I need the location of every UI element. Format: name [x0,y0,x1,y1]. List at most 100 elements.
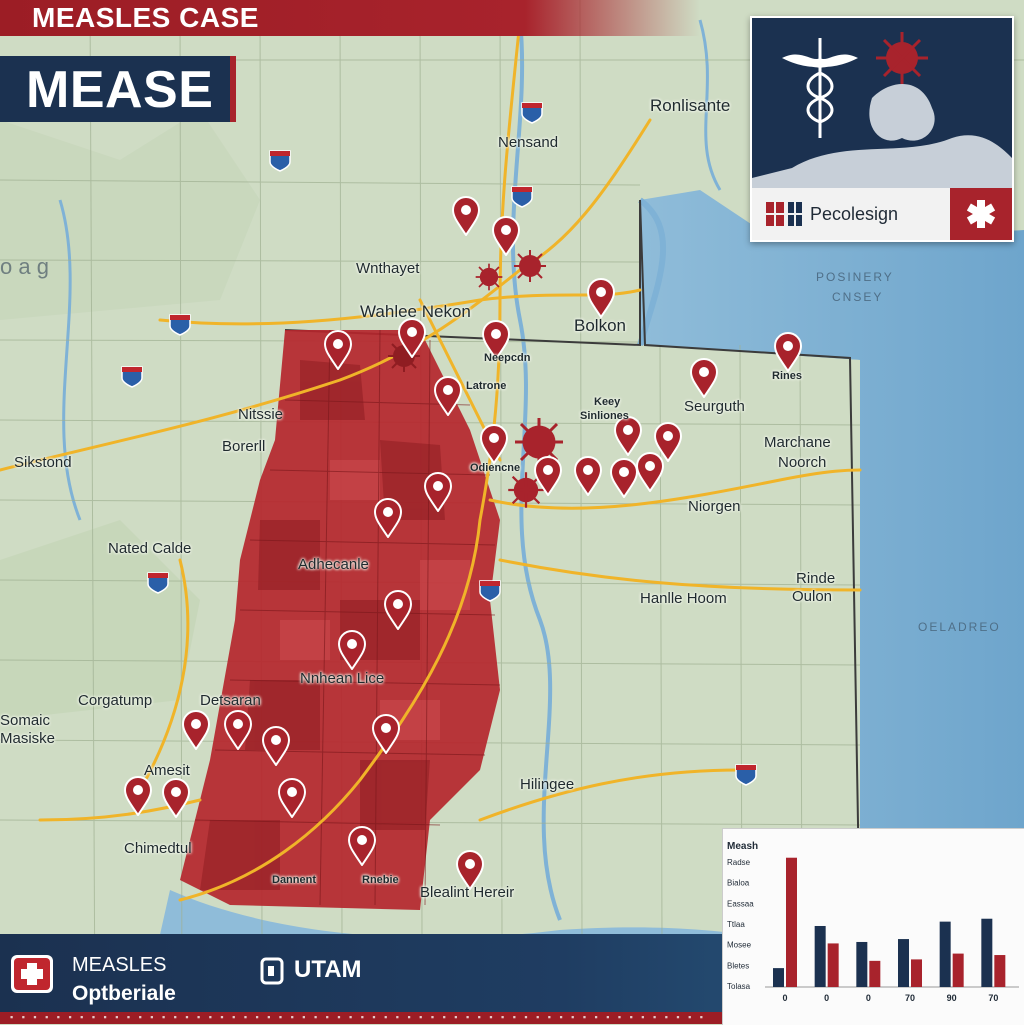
chart-title: Meash [727,841,758,852]
location-pin-icon[interactable] [261,726,291,766]
chart-bar [981,918,993,987]
location-pin-icon[interactable] [455,850,485,890]
location-pin-icon[interactable] [373,498,403,538]
chart-y-tick-label: Mosee [727,941,752,950]
virus-marker-icon [508,472,544,508]
place-label: Dannent [272,874,316,886]
virus-marker-icon [514,250,546,282]
place-label: Chimedtul [124,840,192,857]
banner-header: MEASLES CASE [0,0,700,36]
location-pin-icon[interactable] [337,630,367,670]
location-pin-icon[interactable] [635,452,665,492]
location-pin-icon[interactable] [277,778,307,818]
place-label: Marchane [764,434,831,451]
caduceus-virus-illustration [752,18,1012,188]
water-label: OELADREO [918,620,1001,634]
place-label: Wnthayet [356,260,420,277]
place-label: Neepcdn [484,352,531,364]
chart-bar [869,960,881,987]
title-box: MEASE [0,56,236,122]
chart-x-tick-label: 0 [782,993,787,1003]
location-pin-icon[interactable] [161,778,191,818]
footer-stripe-pattern: ▪ ▪ ▪ ▪ ▪ ▪ ▪ ▪ ▪ ▪ ▪ ▪ ▪ ▪ ▪ ▪ ▪ ▪ ▪ ▪ … [10,1012,706,1022]
chart-bar [939,921,951,987]
chart-bar [814,925,826,987]
place-label: Amesit [144,762,190,779]
place-label: Corgatump [78,692,153,709]
location-pin-icon[interactable] [689,358,719,398]
location-pin-icon[interactable] [613,416,643,456]
place-label: o a g [0,254,49,279]
chart-x-tick-label: 70 [905,993,915,1003]
place-label: Keey [594,396,621,408]
chart-y-tick-label: Tolasa [727,982,751,991]
location-pin-icon[interactable] [423,472,453,512]
location-pin-icon[interactable] [491,216,521,256]
chart-bar [786,857,797,987]
location-pin-icon[interactable] [433,376,463,416]
virus-icon [876,32,928,84]
location-pin-icon[interactable] [653,422,683,462]
location-pin-icon[interactable] [181,710,211,750]
chart-bar [911,959,922,987]
chart-x-tick-label: 0 [824,993,829,1003]
page-title: MEASE [26,61,214,119]
place-label: Nensand [498,134,559,151]
location-pin-icon[interactable] [451,196,481,236]
location-pin-icon[interactable] [397,318,427,358]
highway-shield-icon [521,102,543,124]
place-label: Niorgen [688,498,741,515]
place-label: Wahlee Nekon [360,302,471,321]
place-label: Latrone [466,380,507,392]
legend-swatch-icon [766,202,802,226]
place-label: Seurguth [684,398,745,415]
place-label: Oulon [792,588,833,605]
location-pin-icon[interactable] [323,330,353,370]
location-pin-icon[interactable] [533,456,563,496]
highway-shield-icon [147,572,169,594]
location-pin-icon[interactable] [479,424,509,464]
location-pin-icon[interactable] [371,714,401,754]
medical-cross-icon [11,955,53,993]
caduceus-icon [782,38,858,138]
highway-shield-icon [121,366,143,388]
place-label: Nitssie [238,406,284,423]
brand-logo-icon [260,957,284,985]
footer-subtitle: Optberiale [72,982,176,1005]
place-label: Sinliones [580,410,629,422]
footer-title: MEASLES [72,954,167,976]
highway-shield-icon [479,580,501,602]
location-pin-icon[interactable] [123,776,153,816]
chart-x-tick-label: 90 [947,993,957,1003]
chart-bar [856,941,868,987]
place-label: Rines [772,370,802,382]
place-label: Adhecanle [298,556,369,573]
water-label: POSINERY [816,270,894,284]
place-label: Hanlle Hoom [640,590,727,607]
place-label: Noorch [778,454,827,471]
banner-title: MEASLES CASE [32,2,259,33]
chart-y-tick-label: Eassaa [727,899,754,908]
highway-shield-icon [169,314,191,336]
chart-bar [827,943,839,987]
location-pin-icon[interactable] [609,458,639,498]
place-label: Ronlisante [650,96,731,115]
place-label: Nated Calde [108,540,192,557]
place-label: Borerll [222,438,266,455]
chart-bar [952,953,964,987]
location-pin-icon[interactable] [383,590,413,630]
chart-y-tick-label: Bialoa [727,879,750,888]
chart-panel: Meash 0 0 0 70 90 70 Radse Bialoa Eassaa Ttlaa Mos… [722,828,1024,1025]
highway-shield-icon [735,764,757,786]
highway-shield-icon [269,150,291,172]
location-pin-icon[interactable] [223,710,253,750]
location-pin-icon[interactable] [773,332,803,372]
bar-chart: Meash 0 0 0 70 90 70 Radse Bialoa Eassaa Ttlaa Mos… [727,841,1019,1003]
chart-bar [898,939,909,987]
location-pin-icon[interactable] [573,456,603,496]
location-pin-icon[interactable] [347,826,377,866]
place-label: Masiske [0,730,56,747]
place-label: Sikstond [14,454,72,471]
location-pin-icon[interactable] [586,278,616,318]
location-pin-icon[interactable] [481,320,511,360]
